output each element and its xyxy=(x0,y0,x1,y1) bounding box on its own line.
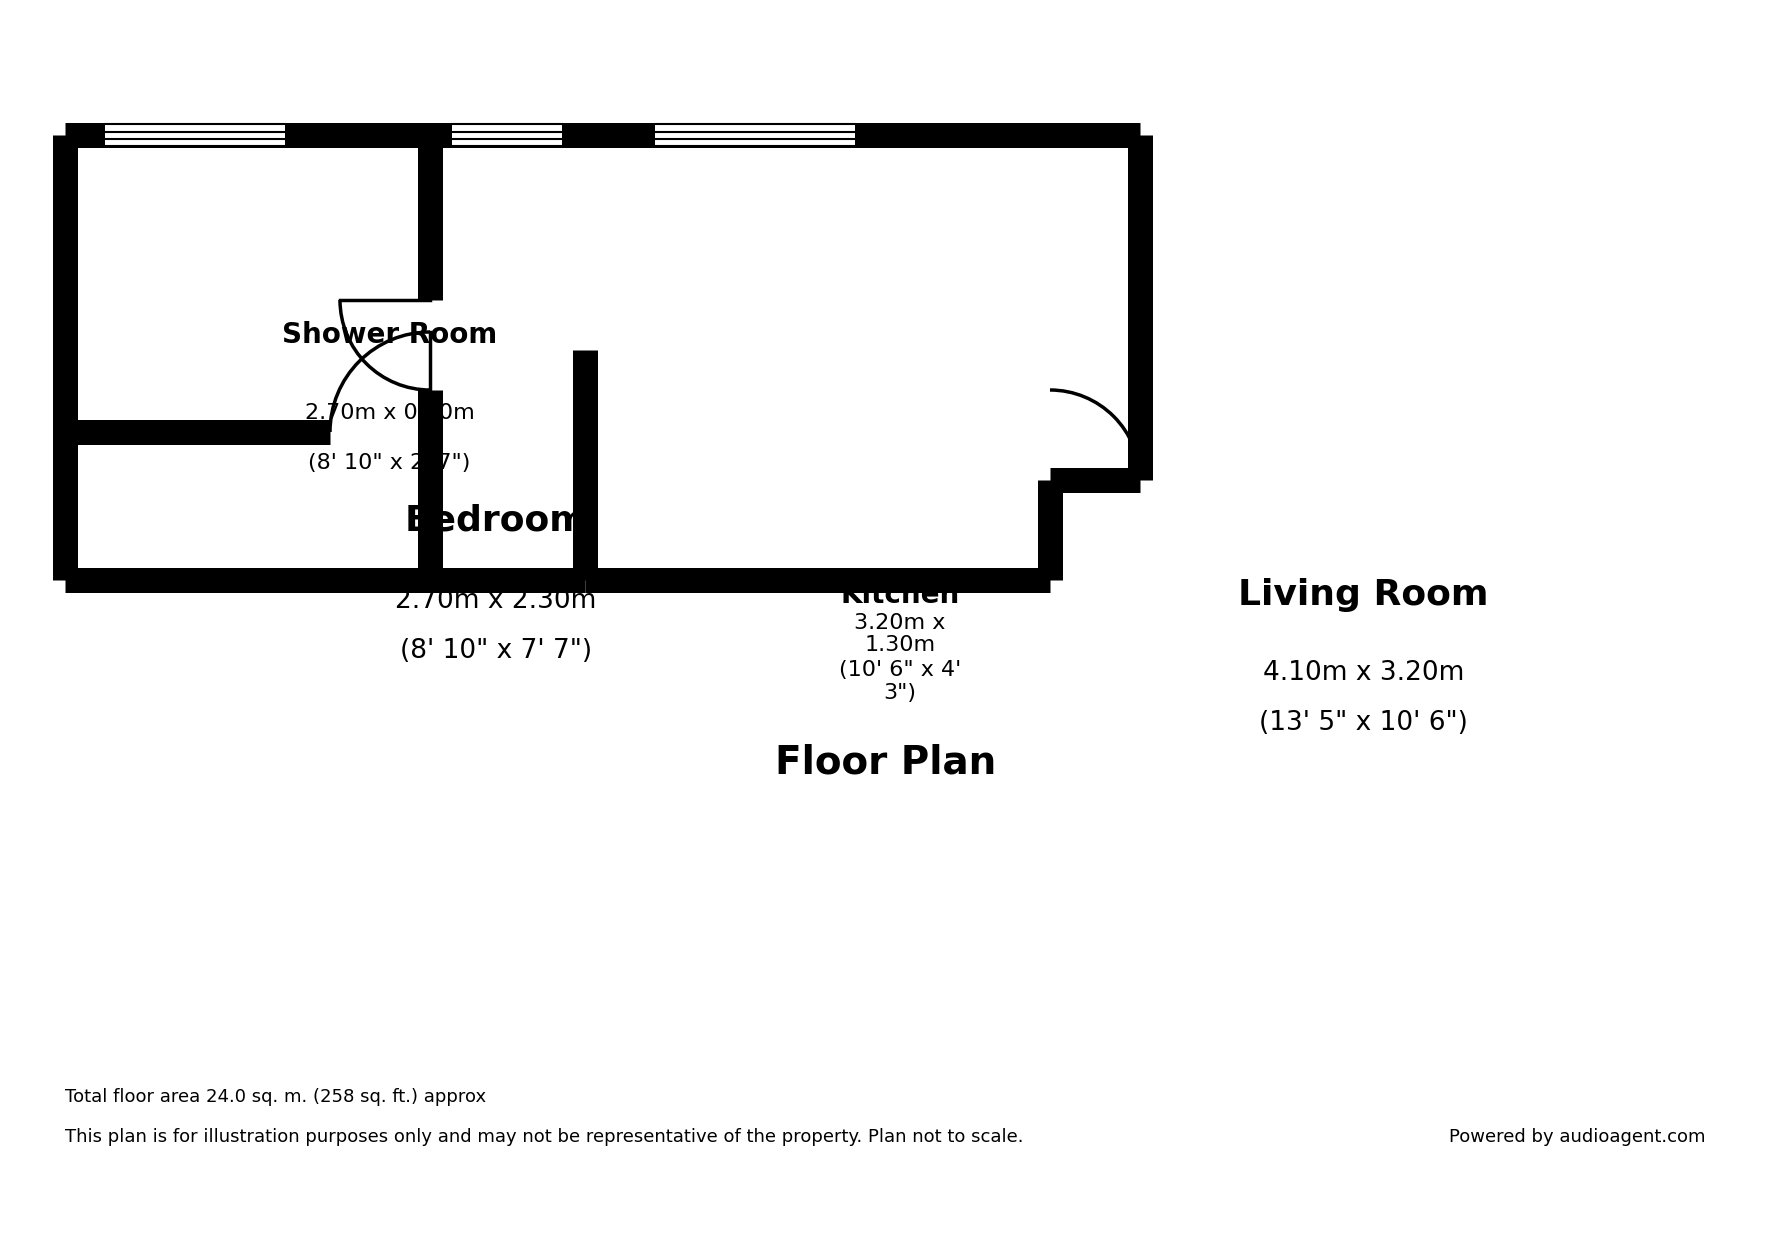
Text: 2.70m x 0.80m: 2.70m x 0.80m xyxy=(305,403,475,423)
Text: 2.70m x 2.30m: 2.70m x 2.30m xyxy=(395,589,597,614)
Text: (8' 10" x 7' 7"): (8' 10" x 7' 7") xyxy=(400,639,592,663)
Text: Kitchen: Kitchen xyxy=(839,582,960,609)
Text: Living Room: Living Room xyxy=(1238,578,1489,613)
Text: Total floor area 24.0 sq. m. (258 sq. ft.) approx: Total floor area 24.0 sq. m. (258 sq. ft… xyxy=(66,1089,485,1106)
Bar xyxy=(104,124,285,146)
Text: (8' 10" x 2' 7"): (8' 10" x 2' 7") xyxy=(308,453,471,472)
Text: This plan is for illustration purposes only and may not be representative of the: This plan is for illustration purposes o… xyxy=(66,1128,1024,1146)
Text: 4.10m x 3.20m: 4.10m x 3.20m xyxy=(1263,661,1465,686)
Text: Powered by audioagent.com: Powered by audioagent.com xyxy=(1449,1128,1705,1146)
Text: Bedroom: Bedroom xyxy=(404,503,588,538)
Bar xyxy=(655,124,855,146)
Text: Floor Plan: Floor Plan xyxy=(776,744,995,781)
Bar xyxy=(452,124,561,146)
Text: 1.30m: 1.30m xyxy=(864,635,935,655)
Text: 3.20m x: 3.20m x xyxy=(854,614,946,634)
Text: (13' 5" x 10' 6"): (13' 5" x 10' 6") xyxy=(1259,711,1468,735)
Text: (10' 6" x 4': (10' 6" x 4' xyxy=(838,660,962,681)
Text: 3"): 3") xyxy=(884,683,916,703)
Text: Shower Room: Shower Room xyxy=(282,321,498,348)
